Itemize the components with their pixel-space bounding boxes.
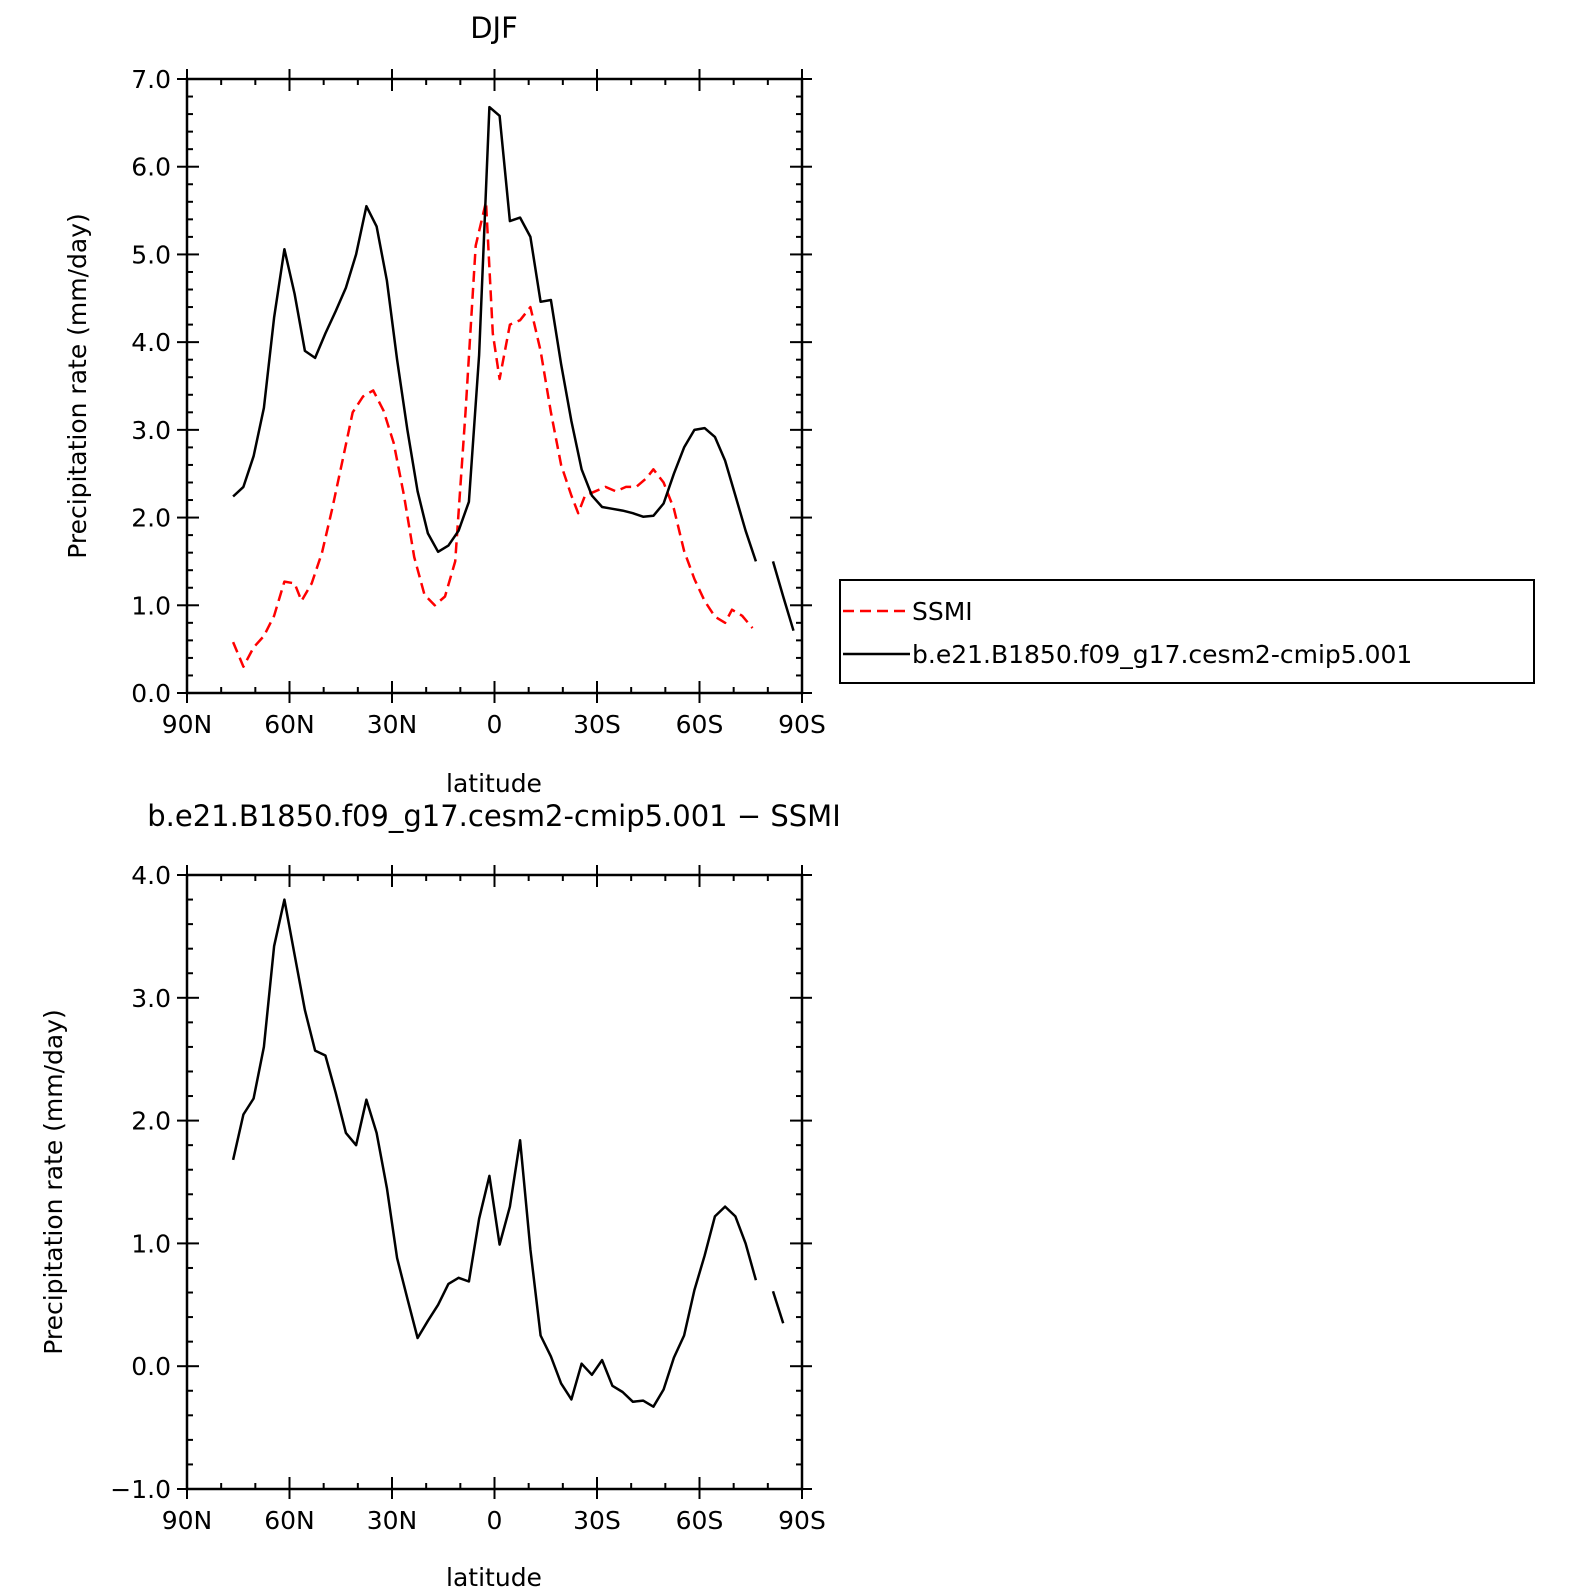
x-tick-label: 0 xyxy=(487,710,503,739)
x-tick-label: 90N xyxy=(162,710,213,739)
top-chart-title: DJF xyxy=(470,11,518,45)
top-tick-labels: 90N 60N 30N 0 30S 60S 90S 0.0 1.0 2.0 3.0 4.0 5.0 6.0… xyxy=(131,65,826,739)
model-line-segment-1 xyxy=(771,561,795,632)
y-tick-label: 7.0 xyxy=(131,65,171,94)
y-tick-label: 4.0 xyxy=(131,861,171,890)
x-tick-label: 60S xyxy=(676,1506,724,1535)
top-plot-frame xyxy=(185,77,804,695)
bottom-chart-title: b.e21.B1850.f09_g17.cesm2-cmip5.001 − SS… xyxy=(147,799,841,833)
y-tick-label: 3.0 xyxy=(131,984,171,1013)
y-tick-label: 2.0 xyxy=(131,504,171,533)
legend-label-ssmi: SSMI xyxy=(912,597,973,626)
top-axis-ticks xyxy=(177,69,812,703)
top-series-lines xyxy=(231,105,795,668)
x-tick-label: 90S xyxy=(778,710,826,739)
y-tick-label: 0.0 xyxy=(131,1352,171,1381)
model-line-segment-0 xyxy=(231,898,758,1408)
y-tick-label: 4.0 xyxy=(131,328,171,357)
bottom-x-axis-label: latitude xyxy=(446,1563,542,1591)
x-tick-label: 60S xyxy=(676,710,724,739)
y-tick-label: −1.0 xyxy=(110,1475,171,1504)
legend: SSMI b.e21.B1850.f09_g17.cesm2-cmip5.001 xyxy=(839,579,1535,684)
x-tick-label: 30S xyxy=(573,1506,621,1535)
top-x-axis-label: latitude xyxy=(446,769,542,798)
ssmi-line xyxy=(231,200,754,668)
bottom-y-axis-label: Precipitation rate (mm/day) xyxy=(39,1009,68,1355)
bottom-plot-frame xyxy=(185,873,804,1491)
x-tick-label: 30S xyxy=(573,710,621,739)
x-tick-label: 60N xyxy=(264,1506,315,1535)
x-tick-label: 30N xyxy=(367,710,418,739)
y-tick-label: 6.0 xyxy=(131,153,171,182)
y-tick-label: 5.0 xyxy=(131,240,171,269)
x-tick-label: 60N xyxy=(264,710,315,739)
bottom-panel: b.e21.B1850.f09_g17.cesm2-cmip5.001 − SS… xyxy=(39,799,841,1591)
model-line-segment-1 xyxy=(771,1290,785,1324)
top-panel: DJF 90N 60N 30N 0 30S 60S 90S 0.0 1.0 2.0 3.0 4.0 5.… xyxy=(63,11,1535,798)
legend-label-model: b.e21.B1850.f09_g17.cesm2-cmip5.001 xyxy=(912,640,1412,669)
x-tick-label: 90N xyxy=(162,1506,213,1535)
model-line-segment-0 xyxy=(232,105,758,562)
x-tick-label: 90S xyxy=(778,1506,826,1535)
x-tick-label: 30N xyxy=(367,1506,418,1535)
y-tick-label: 1.0 xyxy=(131,1229,171,1258)
y-tick-label: 0.0 xyxy=(131,679,171,708)
top-y-axis-label: Precipitation rate (mm/day) xyxy=(63,213,92,559)
x-tick-label: 0 xyxy=(487,1506,503,1535)
y-tick-label: 3.0 xyxy=(131,416,171,445)
bottom-series-lines xyxy=(231,898,785,1408)
y-tick-label: 1.0 xyxy=(131,591,171,620)
y-tick-label: 2.0 xyxy=(131,1107,171,1136)
bottom-tick-labels: 90N 60N 30N 0 30S 60S 90S −1.0 0.0 1.0 2.0 3.0 4.0 xyxy=(110,861,826,1535)
legend-frame xyxy=(839,579,1535,684)
